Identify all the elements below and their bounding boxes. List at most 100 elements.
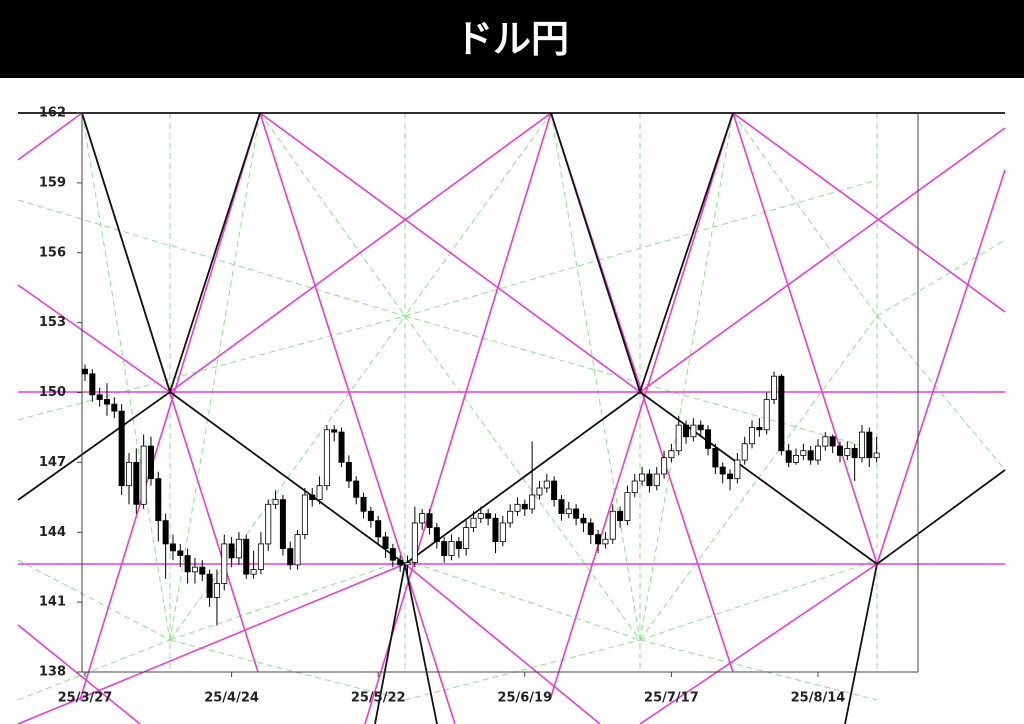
- candle-body: [162, 520, 169, 545]
- candle-body: [375, 520, 382, 538]
- y-tick-label: 153: [39, 315, 66, 330]
- candle-body: [147, 445, 154, 480]
- candle-body: [734, 459, 741, 480]
- candle-body: [111, 403, 118, 412]
- candle-body: [455, 541, 462, 549]
- candle-body: [125, 461, 132, 487]
- candle-body: [389, 548, 396, 561]
- candle-body: [558, 499, 565, 515]
- candle-body: [858, 431, 865, 459]
- candle-body: [419, 513, 426, 524]
- candle-body: [485, 513, 492, 519]
- chart-title: ドル円: [0, 0, 1024, 78]
- candle-body: [793, 454, 800, 463]
- candle-body: [639, 473, 646, 482]
- candle-body: [785, 450, 792, 463]
- candle-body: [345, 461, 352, 482]
- candle-body: [177, 550, 184, 556]
- candle-body: [411, 522, 418, 563]
- candle-body: [82, 368, 89, 375]
- candle-body: [507, 510, 514, 524]
- candle-body: [470, 517, 477, 528]
- candle-body: [756, 427, 763, 431]
- y-tick-label: 156: [39, 245, 66, 260]
- candle-body: [463, 527, 470, 549]
- candle-body: [749, 427, 756, 445]
- candle-body: [551, 480, 558, 501]
- candle-body: [866, 431, 873, 459]
- y-tick-label: 147: [39, 455, 66, 470]
- candle-body: [279, 499, 286, 549]
- y-tick-label: 138: [39, 665, 66, 680]
- candle-body: [697, 424, 704, 431]
- candle-body: [250, 569, 257, 575]
- candle-body: [800, 450, 807, 456]
- candle-body: [661, 457, 668, 475]
- candle-body: [382, 536, 389, 549]
- candle-body: [646, 473, 653, 487]
- candle-body: [103, 399, 110, 405]
- candle-body: [118, 410, 125, 487]
- candle-body: [741, 443, 748, 461]
- candle-body: [199, 566, 206, 575]
- candle-body: [602, 538, 609, 545]
- x-tick-label: 25/5/22: [351, 691, 406, 706]
- candle-body: [609, 510, 616, 540]
- candle-body: [683, 424, 690, 438]
- candle-body: [573, 508, 580, 519]
- candle-body: [499, 522, 506, 542]
- candle-body: [360, 496, 367, 512]
- candle-body: [829, 436, 836, 447]
- candle-body: [492, 517, 499, 542]
- candle-body: [433, 527, 440, 542]
- candle-body: [397, 559, 404, 566]
- y-tick-label: 141: [39, 595, 66, 610]
- candle-body: [184, 555, 191, 573]
- candle-body: [221, 543, 228, 584]
- candle-body: [624, 492, 631, 522]
- y-tick-label: 144: [39, 525, 66, 540]
- candle-body: [353, 480, 360, 498]
- candle-body: [477, 513, 484, 519]
- candle-body: [836, 445, 843, 456]
- candle-body: [323, 429, 330, 487]
- candle-body: [873, 452, 880, 459]
- candle-body: [536, 487, 543, 496]
- candle-body: [294, 534, 301, 566]
- candle-body: [653, 473, 660, 487]
- candle-body: [89, 373, 96, 396]
- candle-body: [514, 503, 521, 512]
- candle-body: [338, 431, 345, 463]
- candle-body: [448, 541, 455, 556]
- candle-body: [133, 461, 140, 505]
- candle-body: [851, 447, 858, 459]
- candle-body: [426, 513, 433, 528]
- y-tick-label: 162: [39, 106, 66, 121]
- candle-body: [265, 503, 272, 545]
- y-tick-label: 150: [39, 385, 66, 400]
- candle-body: [272, 499, 279, 505]
- candle-body: [169, 543, 176, 552]
- candle-body: [844, 447, 851, 456]
- candle-body: [617, 510, 624, 522]
- candle-body: [309, 494, 316, 501]
- overlay-guides: [17, 112, 1006, 724]
- candle-body: [778, 375, 785, 452]
- x-tick-label: 25/7/17: [644, 691, 699, 706]
- candle-body: [257, 543, 264, 570]
- candle-body: [316, 485, 323, 501]
- candle-body: [441, 541, 448, 556]
- x-tick-label: 25/6/19: [497, 691, 552, 706]
- candle-body: [206, 573, 213, 598]
- candle-body: [763, 399, 770, 431]
- candle-body: [191, 566, 198, 573]
- candle-body: [807, 450, 814, 461]
- candle-body: [675, 424, 682, 452]
- candle-body: [235, 538, 242, 559]
- candle-body: [287, 548, 294, 566]
- x-tick-label: 25/3/27: [58, 691, 113, 706]
- candle-body: [587, 522, 594, 535]
- x-tick-label: 25/4/24: [204, 691, 259, 706]
- candle-body: [155, 478, 162, 522]
